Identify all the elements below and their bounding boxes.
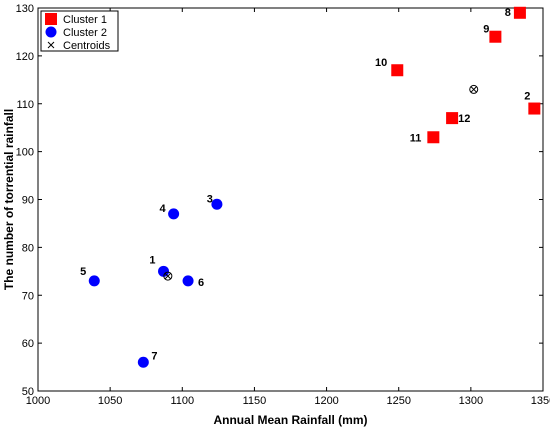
y-tick-label: 50 [22,386,34,398]
cluster-2-point [182,275,194,287]
legend-label: Centroids [63,40,111,52]
point-label: 5 [80,266,86,278]
legend-marker [45,26,57,38]
y-tick-label: 130 [16,3,34,15]
y-tick-label: 60 [22,338,34,350]
legend-marker [47,41,55,49]
cluster-2-point [168,208,180,220]
x-stroke [47,41,55,49]
cluster-2-point [137,356,149,368]
cluster-1-point [391,64,404,77]
point-label: 6 [198,277,204,289]
point-label: 3 [207,193,213,205]
point-label: 1 [149,254,155,266]
legend-label: Cluster 1 [63,14,107,26]
centroid-ring [163,271,173,281]
x-tick-label: 1350 [531,395,550,407]
cluster-1-point [528,102,541,115]
y-tick-label: 70 [22,290,34,302]
centroids-point [469,84,479,94]
point-label: 8 [505,7,511,19]
cluster-2-point [88,275,100,287]
x-tick-label: 1150 [243,395,267,407]
legend-marker [45,13,57,25]
y-tick-label: 90 [22,195,34,207]
x-tick-label: 1000 [26,395,50,407]
y-axis-title: The number of torrential rainfall [2,109,16,290]
cluster-1-point [446,112,459,125]
centroids-point [163,271,173,281]
x-tick-label: 1300 [459,395,483,407]
centroid-ring [469,84,479,94]
x-tick-label: 1100 [170,395,194,407]
point-label: 10 [375,57,387,69]
point-label: 11 [410,132,422,144]
y-tick-label: 120 [16,51,34,63]
centroid-cross [470,86,477,93]
x-tick-label: 1250 [386,395,410,407]
point-label: 9 [483,24,489,36]
point-label: 7 [151,350,157,362]
axis-ticks: 1000105011001150120012501300135050607080… [16,3,550,407]
centroid-cross [164,272,172,280]
x-axis-title: Annual Mean Rainfall (mm) [213,413,367,427]
cluster-2-point [211,198,223,210]
point-label: 2 [524,91,530,103]
y-tick-label: 100 [16,147,34,159]
cluster-1-point [489,30,502,43]
cluster-1-point [513,6,526,19]
cluster-1-point [427,131,440,144]
x-tick-label: 1050 [98,395,122,407]
point-label: 4 [160,203,167,215]
point-label: 12 [458,113,470,125]
legend-label: Cluster 2 [63,27,107,39]
y-tick-label: 110 [16,99,34,111]
y-tick-label: 80 [22,242,34,254]
x-tick-label: 1200 [314,395,338,407]
